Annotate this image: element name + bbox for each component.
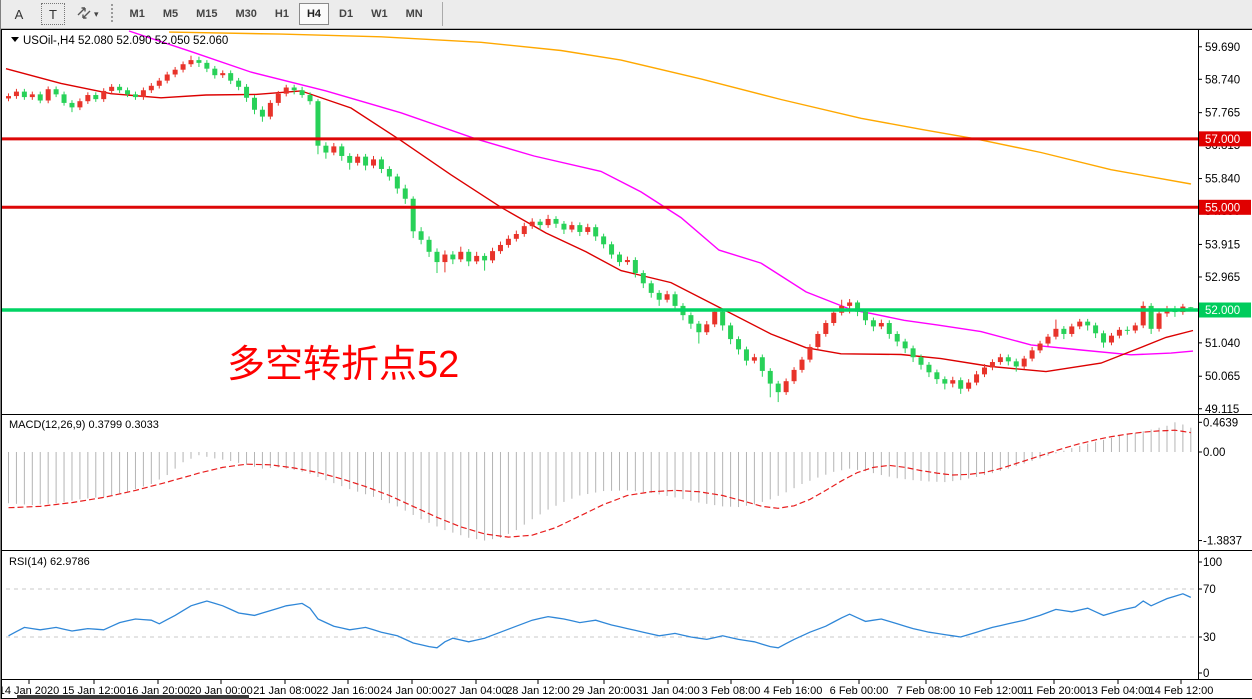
svg-text:100: 100 — [1203, 557, 1222, 569]
time-tick-label: 15 Jan 12:00 — [62, 685, 126, 697]
symbol-ohlc-label: USOil-,H4 52.080 52.090 52.050 52.060 — [23, 35, 228, 47]
ma-fast-red-line — [5, 68, 1194, 373]
svg-text:52.965: 52.965 — [1205, 272, 1240, 284]
svg-text:-1.3837: -1.3837 — [1203, 536, 1242, 548]
period-button-m15[interactable]: M15 — [196, 8, 218, 20]
price-chart[interactable]: USOil-,H4 52.080 52.090 52.050 52.060 多空转… — [1, 29, 1252, 699]
svg-text:53.915: 53.915 — [1205, 239, 1240, 251]
svg-text:52.000: 52.000 — [1205, 305, 1240, 317]
arrows-swap-icon — [76, 6, 92, 23]
time-tick-label: 10 Feb 12:00 — [959, 685, 1024, 697]
h-scrollbar-thumb[interactable] — [17, 695, 249, 699]
period-button-m5[interactable]: M5 — [162, 8, 179, 20]
period-button-group: M1 M5 M15 M30 H1 H4 D1 W1 MN — [121, 3, 432, 25]
svg-text:51.040: 51.040 — [1205, 338, 1240, 350]
svg-text:49.115: 49.115 — [1205, 404, 1239, 416]
collapse-triangle-icon[interactable] — [11, 37, 19, 42]
time-tick-label: 6 Feb 00:00 — [830, 685, 889, 697]
time-tick-label: 31 Jan 04:00 — [636, 685, 700, 697]
chinese-annotation-text[interactable]: 多空转折点52 — [227, 344, 459, 386]
period-button-d1[interactable]: D1 — [339, 8, 354, 20]
main-price-panel: USOil-,H4 52.080 52.090 52.050 52.060 多空转… — [2, 30, 1198, 403]
chevron-down-icon: ▾ — [94, 8, 99, 19]
ma-mid-magenta-line — [128, 30, 1194, 356]
macd-signal-line — [8, 429, 1191, 538]
time-tick-label: 27 Jan 04:00 — [444, 685, 508, 697]
time-tick-label: 28 Jan 12:00 — [506, 685, 570, 697]
svg-text:59.690: 59.690 — [1205, 42, 1240, 54]
rsi-line — [8, 593, 1192, 649]
period-button-m1[interactable]: M1 — [129, 8, 145, 20]
time-tick-label: 21 Jan 08:00 — [253, 685, 317, 697]
period-button-h1[interactable]: H1 — [274, 8, 289, 20]
svg-text:0.4639: 0.4639 — [1203, 417, 1238, 429]
candles-layer — [6, 55, 1194, 403]
svg-text:0.00: 0.00 — [1203, 447, 1225, 459]
time-tick-label: 20 Jan 00:00 — [189, 685, 253, 697]
rsi-panel: RSI(14) 62.9786 — [6, 556, 1198, 649]
svg-text:30: 30 — [1203, 632, 1216, 644]
time-tick-label: 13 Feb 04:00 — [1086, 685, 1151, 697]
time-tick-label: 14 Feb 12:00 — [1149, 685, 1214, 697]
period-button-w1[interactable]: W1 — [371, 8, 388, 20]
period-button-mn[interactable]: MN — [405, 8, 423, 20]
price-axis: 59.69058.74057.76556.81555.84054.89053.9… — [1198, 42, 1251, 680]
time-tick-label: 3 Feb 08:00 — [702, 685, 761, 697]
period-button-m30[interactable]: M30 — [235, 8, 257, 20]
time-tick-label: 4 Feb 16:00 — [764, 685, 823, 697]
time-tick-label: 29 Jan 20:00 — [572, 685, 636, 697]
chart-styles-button[interactable]: ▾ — [75, 3, 100, 25]
toolbar-separator — [441, 2, 443, 26]
annotate-button[interactable]: A — [14, 6, 24, 22]
time-tick-label: 22 Jan 16:00 — [316, 685, 380, 697]
time-axis[interactable]: 14 Jan 2020 15 Jan 12:00 16 Jan 20:00 20 Ja… — [1, 679, 1213, 697]
chart-frame — [1, 29, 1252, 699]
svg-text:0: 0 — [1203, 668, 1209, 680]
macd-panel: MACD(12,26,9) 0.3799 0.3033 — [8, 419, 1192, 541]
price-badge-52.000 — [1199, 302, 1251, 318]
macd-label: MACD(12,26,9) 0.3799 0.3033 — [9, 419, 159, 431]
price-badge-57.000 — [1199, 131, 1251, 147]
svg-text:58.740: 58.740 — [1205, 74, 1240, 86]
rsi-label: RSI(14) 62.9786 — [9, 556, 90, 568]
text-tool-button[interactable]: T — [41, 3, 65, 25]
toolbar: A T ▾ M1 M5 M15 M30 H1 H4 D1 W1 MN — [1, 0, 1252, 29]
price-badge-55.000 — [1199, 199, 1251, 215]
time-tick-label: 14 Jan 2020 — [1, 685, 59, 697]
period-button-h4[interactable]: H4 — [298, 3, 330, 25]
svg-text:55.840: 55.840 — [1205, 174, 1240, 186]
toolbar-grip[interactable] — [109, 4, 115, 24]
time-tick-label: 24 Jan 00:00 — [380, 685, 444, 697]
time-tick-label: 7 Feb 08:00 — [897, 685, 956, 697]
svg-text:50.065: 50.065 — [1205, 371, 1240, 383]
svg-text:55.000: 55.000 — [1205, 202, 1240, 214]
ma-slow-orange-line — [168, 31, 1192, 185]
time-tick-label: 16 Jan 20:00 — [126, 685, 190, 697]
svg-text:57.765: 57.765 — [1205, 108, 1240, 120]
svg-text:70: 70 — [1203, 584, 1216, 596]
svg-text:57.000: 57.000 — [1205, 134, 1240, 146]
time-tick-label: 11 Feb 20:00 — [1022, 685, 1086, 697]
symbol-title: USOil-,H4 52.080 52.090 52.050 52.060 — [11, 35, 228, 47]
